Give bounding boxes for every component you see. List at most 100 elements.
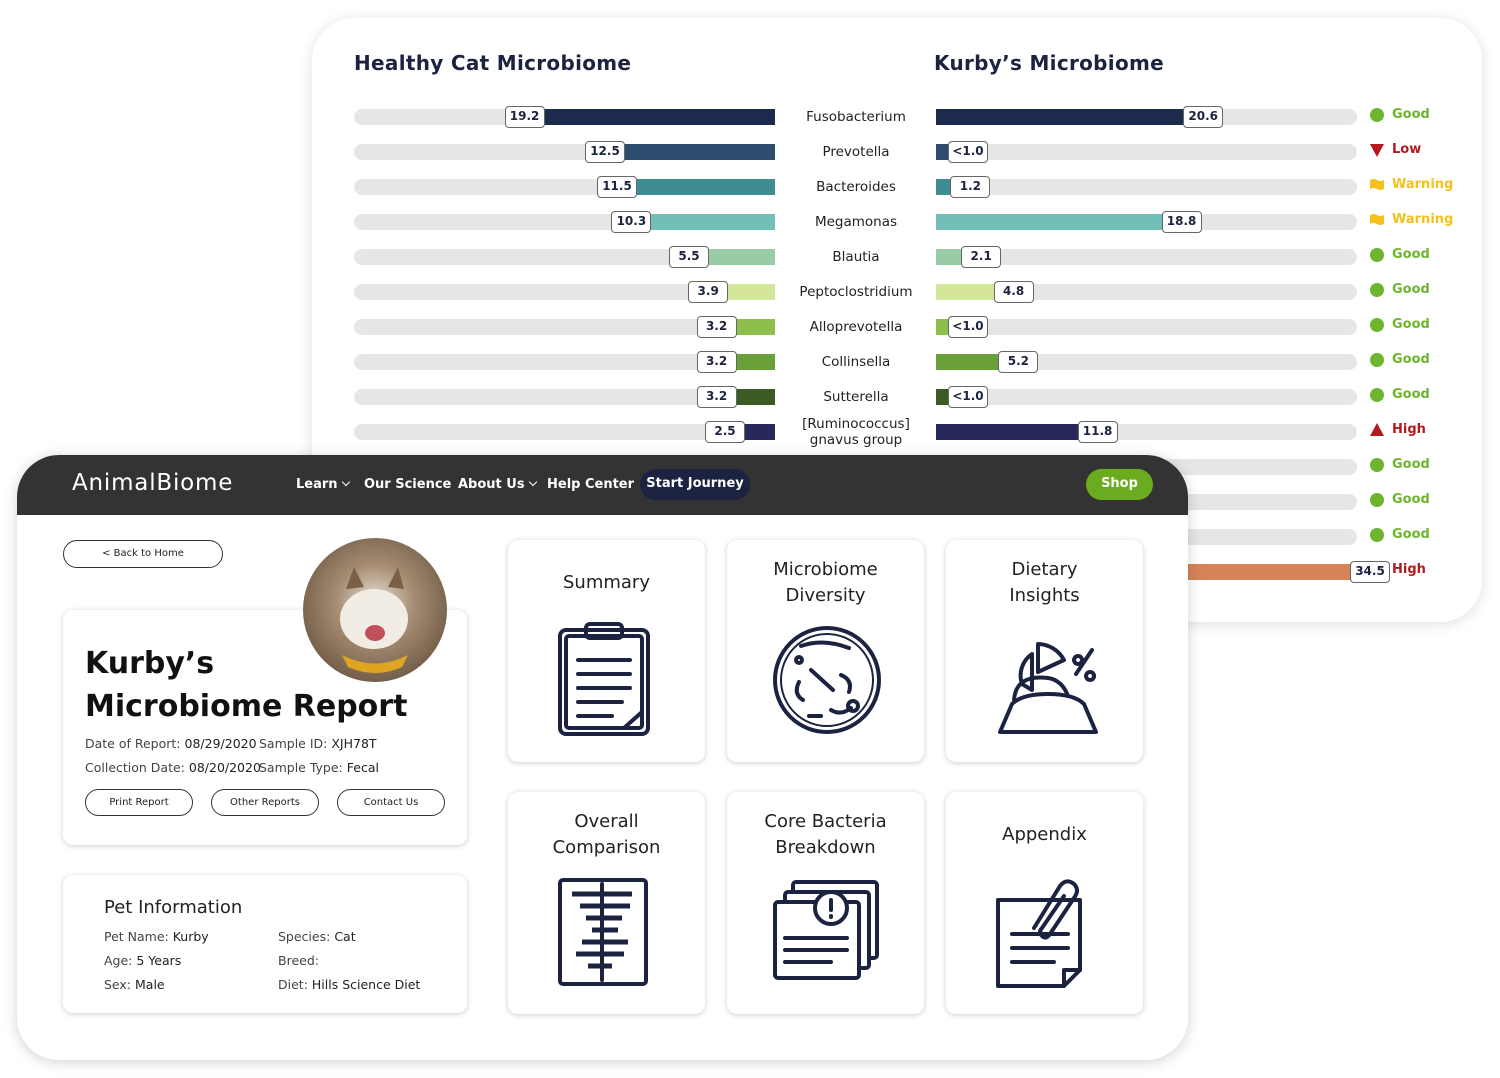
report-window: AnimalBiome Learn Our Science About Us Help …: [17, 455, 1188, 1060]
status-label: Warning: [1392, 177, 1454, 192]
cat-photo: [302, 537, 448, 687]
kurby-value: 34.5: [1350, 561, 1390, 583]
report-tile[interactable]: Overall Comparison: [508, 792, 705, 1014]
bacteria-name: Bacteroides: [816, 179, 896, 195]
pet-field: Breed:: [278, 953, 319, 968]
kurby-bar: [936, 179, 951, 195]
tile-title-text: Microbiome Diversity: [773, 559, 878, 606]
kurby-track: [936, 144, 1357, 160]
tile-icon: [552, 874, 664, 996]
pet-field: Diet: Hills Science Diet: [278, 977, 420, 992]
status-label: Warning: [1392, 212, 1454, 227]
status-icon: [1369, 317, 1385, 337]
tile-icon: [552, 620, 664, 742]
shop-button[interactable]: Shop: [1086, 469, 1153, 500]
report-field: Collection Date: 08/20/2020: [85, 760, 261, 775]
report-tile[interactable]: Appendix: [946, 792, 1143, 1014]
kurby-value: <1.0: [948, 316, 988, 338]
healthy-value: 3.2: [696, 351, 737, 373]
status-icon: [1369, 212, 1385, 232]
kurby-title: Kurby’s Microbiome: [934, 51, 1164, 75]
field-label: Sample ID:: [259, 736, 328, 751]
status-label: Good: [1392, 492, 1430, 507]
healthy-value: 11.5: [597, 176, 637, 198]
kurby-value: 5.2: [998, 351, 1039, 373]
healthy-value: 2.5: [705, 421, 745, 443]
report-button[interactable]: Other Reports: [211, 789, 319, 816]
healthy-track: [354, 389, 775, 405]
healthy-bar: [728, 284, 775, 300]
healthy-bar: [745, 424, 775, 440]
field-label: Date of Report:: [85, 736, 181, 751]
field-label: Collection Date:: [85, 760, 185, 775]
nav-link[interactable]: Our Science: [364, 477, 452, 492]
report-field: Sample Type: Fecal: [259, 760, 379, 775]
report-button[interactable]: Print Report: [85, 789, 193, 816]
field-value: Hills Science Diet: [311, 977, 421, 992]
tile-title: Dietary Insights: [946, 554, 1143, 612]
kurby-track: [936, 319, 1357, 335]
field-value: XJH78T: [331, 736, 377, 751]
cat-photo-svg: [303, 538, 447, 682]
status-label: High: [1392, 562, 1426, 577]
status-icon-svg: [1370, 108, 1384, 122]
kurby-track: [936, 389, 1357, 405]
healthy-bar: [709, 249, 775, 265]
field-label: Diet:: [278, 977, 308, 992]
tile-icon-svg: [558, 878, 648, 986]
status-icon: [1369, 422, 1385, 442]
status-icon-svg: [1370, 388, 1384, 402]
bacteria-name: [Ruminococcus] gnavus group: [802, 416, 910, 448]
kurby-bar: [936, 144, 948, 160]
bacteria-name: Collinsella: [821, 354, 891, 370]
report-tile[interactable]: Summary: [508, 540, 705, 762]
healthy-bar: [736, 319, 775, 335]
report-tile[interactable]: Core Bacteria Breakdown: [727, 792, 924, 1014]
status-icon: [1369, 352, 1385, 372]
status-label: High: [1392, 422, 1426, 437]
start-journey-button[interactable]: Start Journey: [640, 469, 750, 500]
kurby-track: [936, 249, 1357, 265]
report-button[interactable]: Contact Us: [337, 789, 445, 816]
field-value: 5 Years: [136, 953, 182, 968]
status-icon: [1369, 177, 1385, 197]
nav-link[interactable]: Help Center: [547, 477, 635, 492]
field-value: Fecal: [346, 760, 379, 775]
status-label: Good: [1392, 317, 1430, 332]
nav-link[interactable]: Learn: [296, 477, 349, 492]
tile-title: Appendix: [946, 806, 1143, 864]
kurby-bar: [936, 424, 1078, 440]
status-icon-svg: [1370, 179, 1384, 190]
status-label: Good: [1392, 282, 1430, 297]
kurby-value: 2.1: [961, 246, 1002, 268]
kurby-bar: [936, 249, 962, 265]
healthy-value: 19.2: [504, 106, 545, 128]
healthy-value: 10.3: [611, 211, 652, 233]
pet-field: Sex: Male: [104, 977, 165, 992]
kurby-bar: [936, 389, 948, 405]
status-label: Good: [1392, 527, 1430, 542]
status-icon-svg: [1370, 353, 1384, 367]
kurby-track: [936, 179, 1357, 195]
healthy-bar: [651, 214, 775, 230]
pet-info-card: Pet Information Pet Name: Kurby Species: C…: [63, 875, 467, 1013]
healthy-bar: [544, 109, 775, 125]
report-tile[interactable]: Microbiome Diversity: [727, 540, 924, 762]
bacteria-name: Fusobacterium: [806, 109, 906, 125]
tile-icon-svg: [998, 642, 1098, 734]
back-button[interactable]: < Back to Home: [63, 540, 223, 568]
status-icon: [1369, 457, 1385, 477]
field-label: Sample Type:: [259, 760, 343, 775]
kurby-bar: [936, 284, 994, 300]
field-value: Male: [135, 977, 165, 992]
logo[interactable]: AnimalBiome: [72, 470, 234, 496]
pet-field: Age: 5 Years: [104, 953, 181, 968]
report-field: Date of Report: 08/29/2020: [85, 736, 257, 751]
tile-icon-svg: [773, 626, 881, 734]
report-tile[interactable]: Dietary Insights: [946, 540, 1143, 762]
nav-link[interactable]: About Us: [458, 477, 536, 492]
tile-title-text: Appendix: [1002, 824, 1087, 845]
kurby-value: 4.8: [993, 281, 1034, 303]
